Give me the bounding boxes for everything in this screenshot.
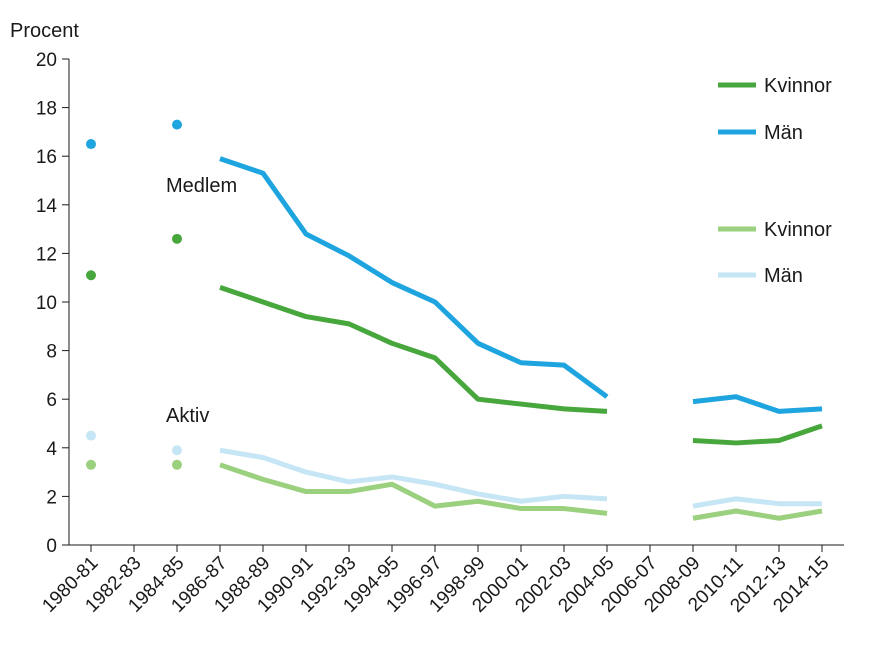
y-axis: 0 2 4 6 8 10 12 14 16 18 20: [36, 50, 70, 557]
legend-label: Kvinnor: [764, 75, 832, 97]
y-tick-label: 16: [36, 147, 57, 168]
data-point: [172, 459, 182, 470]
series-medlem-kvinnor: [86, 233, 823, 446]
legend: Kvinnor Män Kvinnor Män: [718, 75, 832, 287]
y-tick-label: 8: [46, 342, 57, 363]
y-tick-label: 10: [36, 293, 57, 314]
series-line: [692, 508, 823, 521]
data-point: [86, 139, 96, 150]
series-line: [692, 423, 823, 446]
y-tick-label: 6: [46, 390, 57, 411]
series-line: [692, 394, 823, 414]
series-line: [219, 462, 608, 516]
data-point: [86, 270, 96, 281]
y-tick-label: 18: [36, 99, 57, 120]
y-tick-label: 4: [46, 439, 57, 460]
series-aktiv-kvinnor: [86, 459, 823, 521]
y-tick-label: 12: [36, 244, 57, 265]
legend-label: Kvinnor: [764, 219, 832, 241]
data-point: [86, 430, 96, 441]
y-tick-label: 20: [36, 50, 57, 71]
annotation-aktiv: Aktiv: [166, 405, 209, 427]
series-aktiv-man: [86, 430, 822, 509]
series-group: [86, 119, 823, 521]
series-medlem-man: [86, 119, 823, 414]
y-tick-label: 0: [46, 536, 57, 557]
data-point: [86, 459, 96, 470]
data-point: [172, 445, 182, 456]
y-tick-label: 2: [46, 487, 57, 508]
annotation-medlem: Medlem: [166, 175, 237, 197]
series-line: [219, 285, 608, 414]
data-point: [172, 233, 182, 244]
data-point: [172, 119, 182, 130]
legend-label: Män: [764, 122, 803, 144]
legend-label: Män: [764, 265, 803, 287]
x-axis: 1980-811982-831984-851986-871988-891990-…: [38, 544, 844, 617]
y-tick-label: 14: [36, 196, 58, 217]
series-line: [219, 156, 609, 399]
series-line: [692, 496, 822, 509]
series-line: [219, 447, 608, 504]
y-axis-label: Procent: [10, 20, 79, 42]
